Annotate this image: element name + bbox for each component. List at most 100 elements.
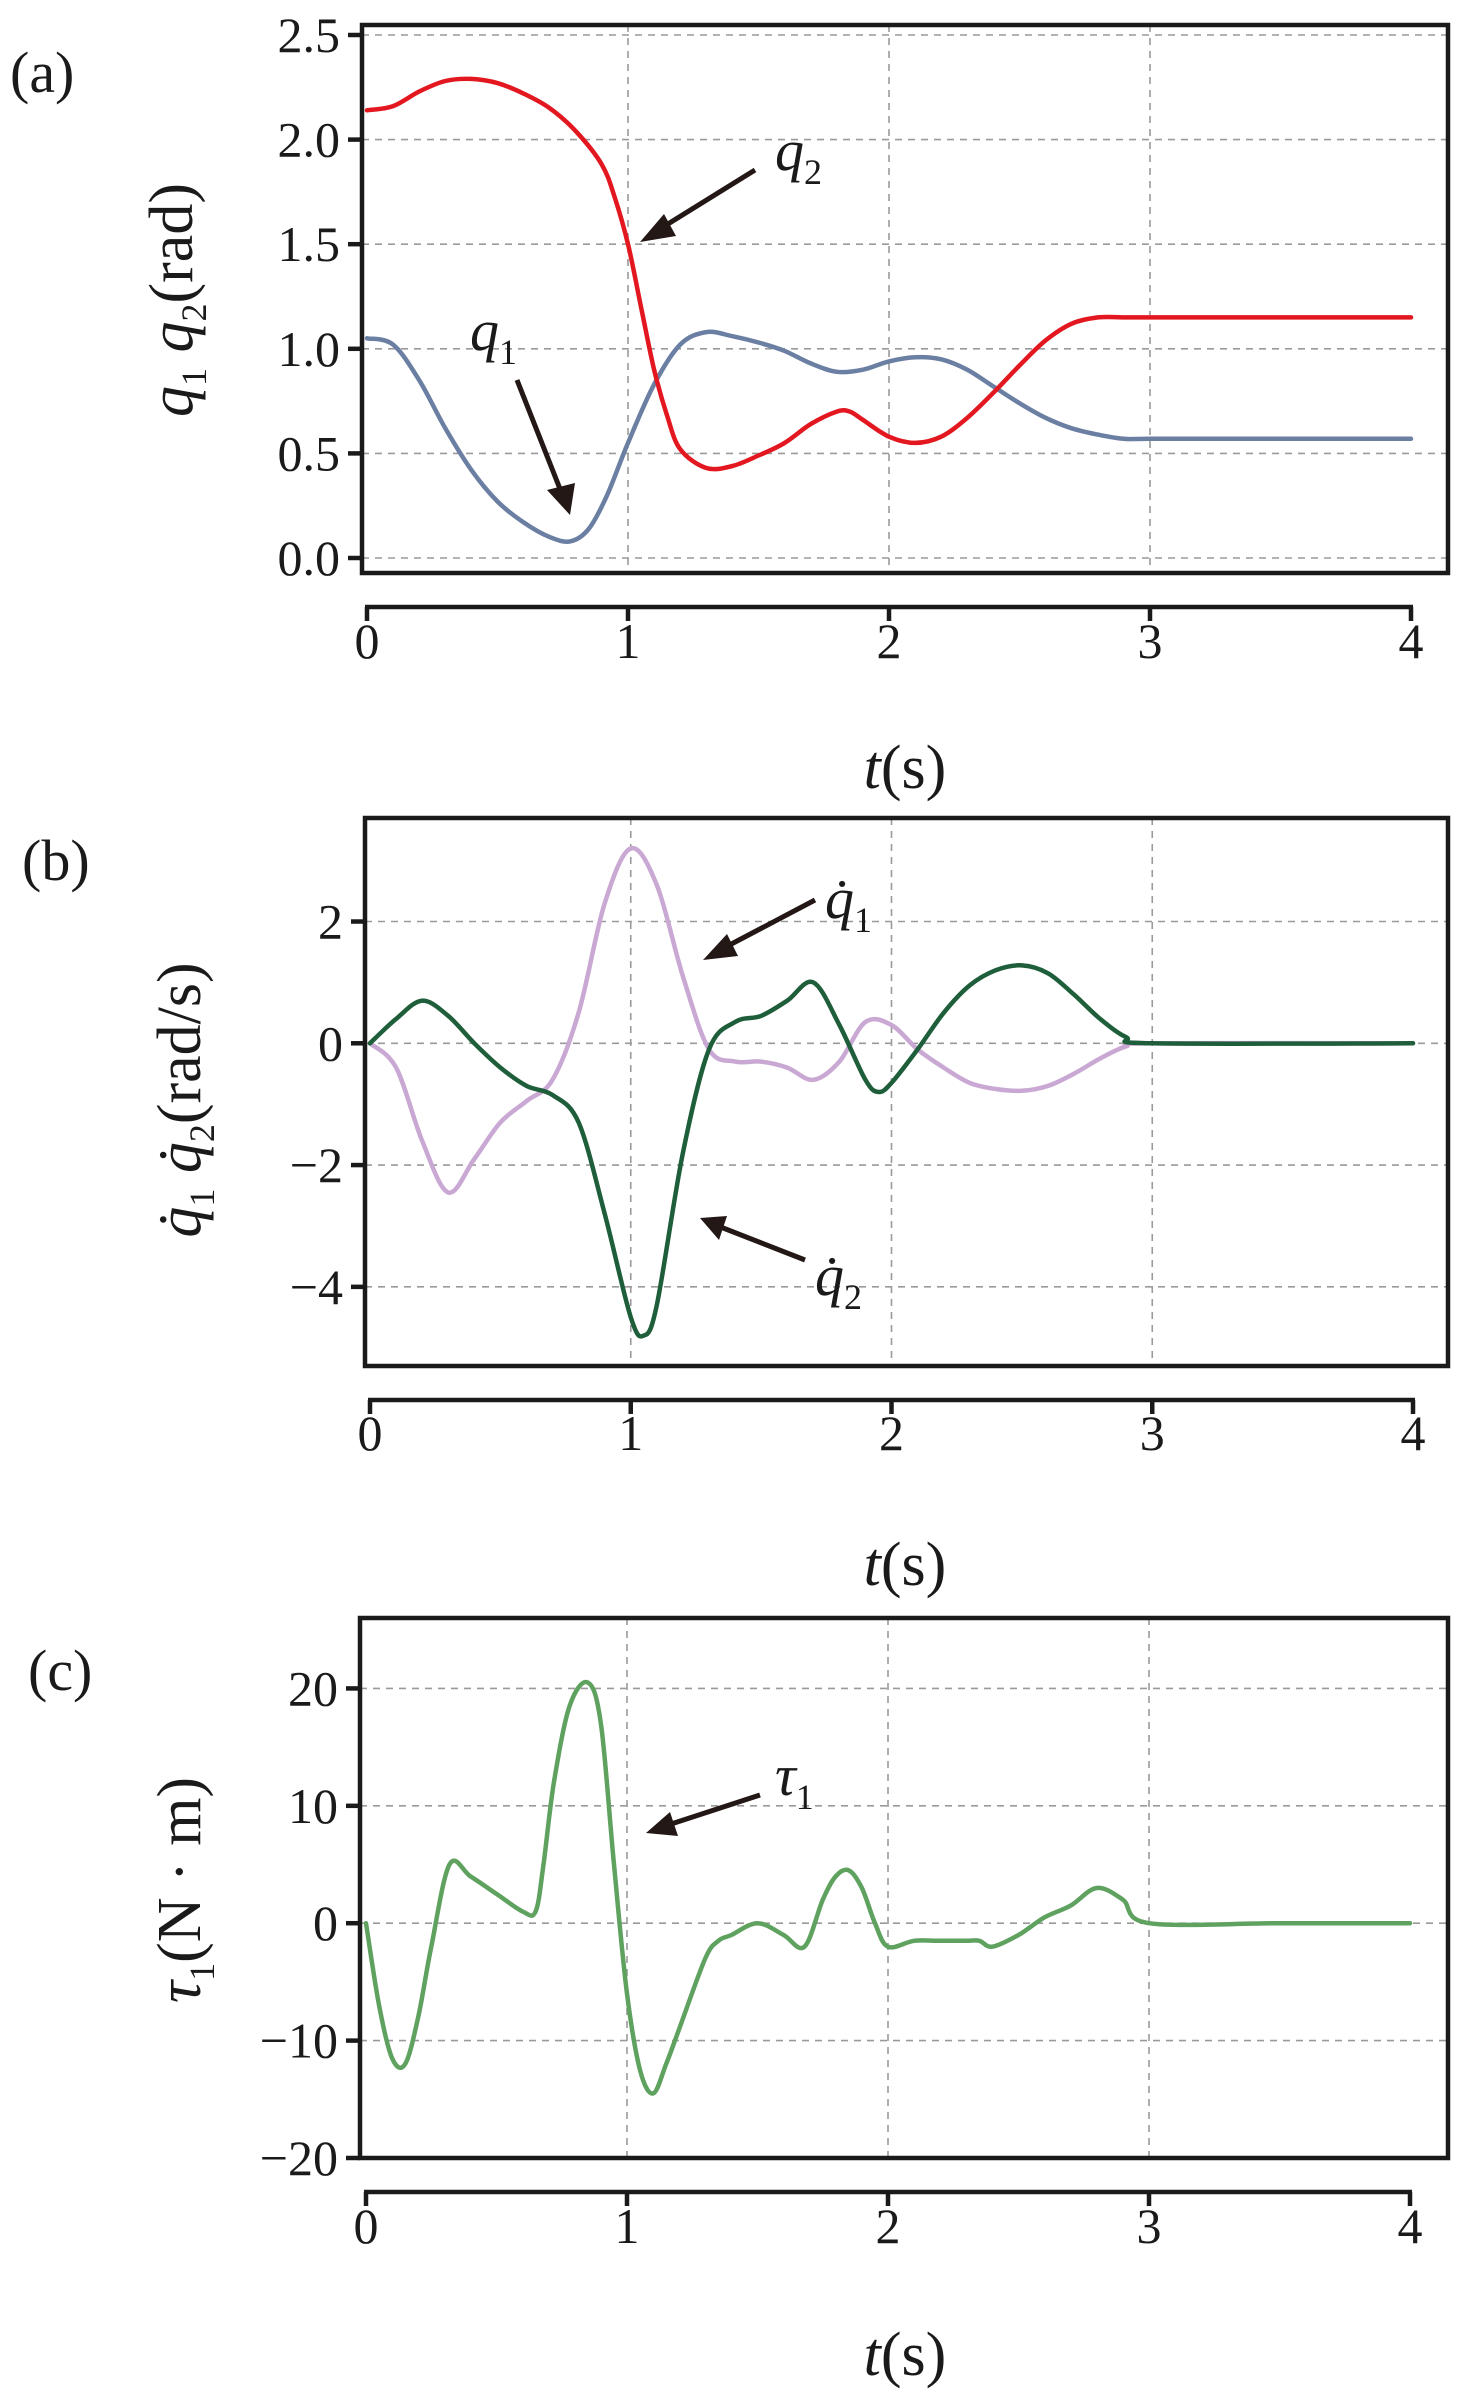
panel-a-ylabel: q1 q2(rad) <box>138 183 214 417</box>
panel-c-xlabel: t(s) <box>864 2321 947 2389</box>
panel-a-ylabel-sub2: 2 <box>174 303 214 321</box>
panel-a-ytick-label: 2.0 <box>278 112 341 168</box>
panel-c-series-tau1 <box>363 1679 1413 2096</box>
panel-b-ytick-label: 0 <box>318 1015 343 1071</box>
panel-a-q1-label-sub: 1 <box>499 332 517 372</box>
panel-a-q2-arrow <box>653 167 757 235</box>
panel-c-xtick-label: 0 <box>354 2198 379 2254</box>
panel-a-series-q1 <box>364 329 1414 544</box>
panel-a-xlabel-unit: (s) <box>881 734 946 802</box>
panel-b-ylabel-var1: q̇ <box>146 1207 214 1238</box>
panel-b-series-q1dot <box>367 845 1416 1195</box>
panel-b-q1dot-arrowhead <box>703 934 738 960</box>
panel-c-xlabel-unit: (s) <box>881 2321 946 2389</box>
panel-a-series-q2 <box>364 76 1414 472</box>
panel-a-grid <box>362 25 1448 573</box>
panel-b-ylabel-sub2: 2 <box>182 1124 222 1142</box>
panel-a: (a) 0 1 2 3 40.00.51.01.52.02.5 t(s) q1 q2(r… <box>10 7 1451 802</box>
panel-b: (b) 0 1 2 3 4−4−202 t(s) q̇1 q̇2(rad/s) q̇1 … <box>22 815 1451 1599</box>
panel-c-ylabel: τ1(N · m) <box>146 1777 222 2003</box>
panel-b-xlabel: t(s) <box>864 1531 947 1599</box>
panel-a-ytick-label: 2.5 <box>278 7 341 63</box>
panel-c-ytick-label: 0 <box>313 1895 338 1951</box>
panel-b-q2dot-label: q̇2 <box>815 1243 862 1317</box>
panel-a-xtick-label: 0 <box>355 613 380 669</box>
panel-c-tag: (c) <box>28 1638 92 1703</box>
panel-c-tau1-label-sub: 1 <box>796 1777 814 1817</box>
panel-a-q2-label-var: q <box>775 118 804 183</box>
panel-c-ylabel-var1: τ <box>146 1978 214 2003</box>
panel-b-grid <box>365 818 1448 1366</box>
panel-b-xlabel-var: t <box>864 1531 883 1599</box>
panel-a-series <box>364 76 1414 544</box>
panel-b-xtick-label: 3 <box>1140 1405 1165 1461</box>
panel-c-tau1-arrow <box>664 1792 761 1829</box>
panel-b-ylabel: q̇1 q̇2(rad/s) <box>146 962 222 1237</box>
panel-c-ylabel-unit: (N · m) <box>146 1777 214 1963</box>
panel-a-q1-arrowhead <box>547 483 575 515</box>
panel-c-xtick-label: 3 <box>1137 2198 1162 2254</box>
panel-c-ylabel-sub1: 1 <box>182 1963 222 1981</box>
panel-b-ticks: 0 1 2 3 4 −4 −2 0 2 <box>290 894 1426 1461</box>
panel-a-q2-arrowhead <box>640 214 676 242</box>
panel-a-ylabel-sub1: 1 <box>174 368 214 386</box>
panel-a-xtick-label: 2 <box>877 613 902 669</box>
panel-a-xtick-label: 1 <box>616 613 641 669</box>
panel-b-series-q2dot <box>367 963 1416 1339</box>
panel-a-q2-label-sub: 2 <box>804 152 822 192</box>
panel-b-q1dot-label-sub: 1 <box>854 900 872 940</box>
panel-c-tau1-label-var: τ <box>775 1743 798 1808</box>
panel-a-xlabel: t(s) <box>864 734 947 802</box>
panel-c-xtick-label: 4 <box>1398 2198 1423 2254</box>
panel-a-ylabel-var1: q <box>138 386 206 417</box>
panel-a-ytick-label: 1.5 <box>278 216 341 272</box>
panel-b-series <box>367 845 1416 1339</box>
panel-c-xtick-label: 1 <box>615 2198 640 2254</box>
panel-b-q1dot-label: q̇1 <box>825 866 872 940</box>
panel-b-xtick-label: 4 <box>1401 1405 1426 1461</box>
panel-c-tau1-label: τ1 <box>775 1743 814 1817</box>
panel-a-q1-arrow <box>514 379 565 495</box>
panel-b-q2dot-arrowhead <box>700 1216 727 1240</box>
panel-a-xtick-label: 4 <box>1399 613 1424 669</box>
panel-b-xtick-label: 2 <box>879 1405 904 1461</box>
panel-c-xlabel-var: t <box>864 2321 883 2389</box>
panel-c-ticks: 0 1 2 3 4 −20 −10 0 10 20 <box>260 1660 1423 2254</box>
panel-a-ytick-label: 0.0 <box>278 530 341 586</box>
panel-b-ylabel-sub1: 1 <box>182 1189 222 1207</box>
panel-a-q1-label: q1 <box>470 298 517 372</box>
panel-b-ylabel-unit: (rad/s) <box>146 962 214 1124</box>
panel-c-ytick-label: −10 <box>260 2013 338 2069</box>
panel-b-xlabel-unit: (s) <box>881 1531 946 1599</box>
panel-a-ylabel-unit: (rad) <box>138 183 206 303</box>
panel-a-ticks: 0 1 2 3 4 0.0 0.5 1.0 1.5 2.0 2.5 <box>278 7 1424 669</box>
panel-b-q2dot-label-var: q̇ <box>815 1243 844 1308</box>
panel-a-ytick-label: 1.0 <box>278 321 341 377</box>
panel-b-frame <box>362 815 1451 1369</box>
panel-b-xtick-label: 1 <box>618 1405 643 1461</box>
panel-b-ytick-label: 2 <box>318 894 343 950</box>
panel-b-tag: (b) <box>22 828 90 893</box>
panel-b-ylabel-var2: q̇ <box>146 1142 214 1173</box>
panel-c-ytick-label: 10 <box>288 1778 338 1834</box>
panel-a-q1-label-var: q <box>470 298 499 363</box>
panel-b-ytick-label: −4 <box>290 1259 343 1315</box>
panel-c-frame <box>357 1615 1451 2161</box>
panel-c-series <box>363 1679 1413 2096</box>
panel-c-ytick-label: −20 <box>260 2130 338 2186</box>
panel-c-grid <box>360 1618 1448 2158</box>
panel-b-q1dot-label-var: q̇ <box>825 866 854 931</box>
panel-b-q2dot-label-sub: 2 <box>844 1277 862 1317</box>
panel-a-ytick-label: 0.5 <box>278 425 341 481</box>
panel-a-xtick-label: 3 <box>1138 613 1163 669</box>
panel-a-tag: (a) <box>10 40 74 105</box>
panel-b-xtick-label: 0 <box>358 1405 383 1461</box>
panel-b-ytick-label: −2 <box>290 1137 343 1193</box>
panel-a-xlabel-var: t <box>864 734 883 802</box>
panel-b-q1dot-arrow <box>718 897 817 953</box>
panel-c-tau1-arrowhead <box>646 1812 678 1836</box>
panel-a-q2-label: q2 <box>775 118 822 192</box>
panel-a-ylabel-var2: q <box>138 321 206 352</box>
